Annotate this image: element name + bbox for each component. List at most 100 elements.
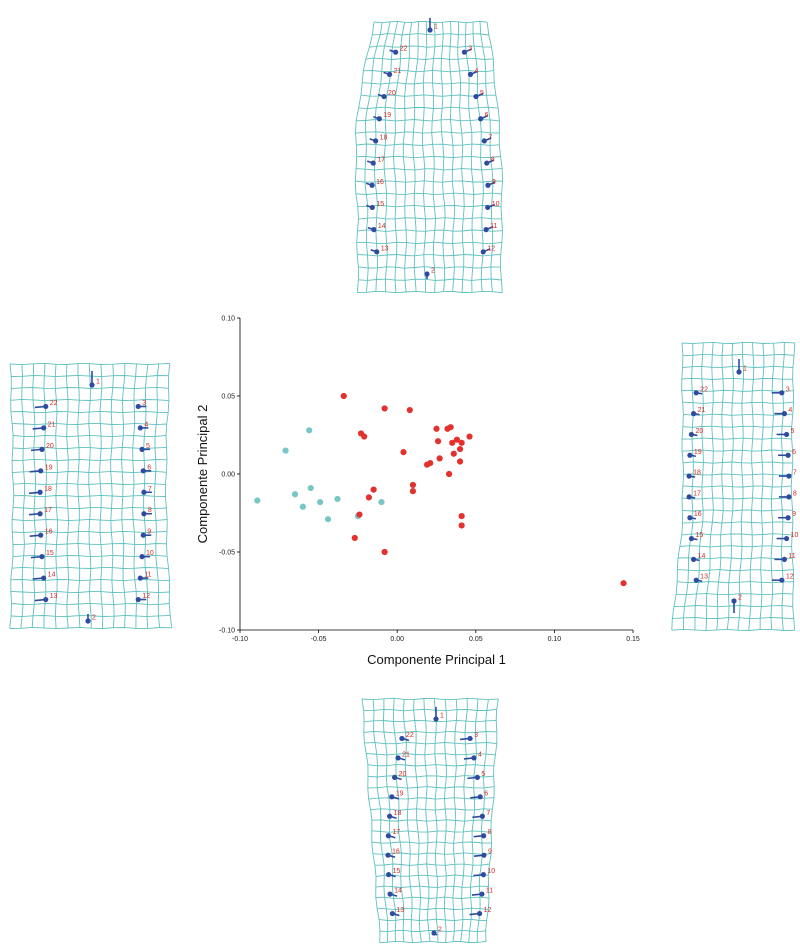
landmark-point [783,431,790,438]
grid-row-line [355,180,503,183]
landmark-point [385,872,392,878]
landmark-label: 12 [487,245,495,252]
landmark-label: 21 [402,751,410,758]
grid-col-line [88,363,92,629]
landmark-label: 7 [488,134,492,141]
grid-col-line [372,699,389,943]
landmark-point [369,182,375,188]
landmark-point [387,813,393,819]
grid-row-line [681,437,792,440]
landmark-point [688,535,695,542]
landmark-label: 4 [144,421,148,428]
landmark-label: 4 [478,751,482,758]
grid-col-line [465,22,475,293]
grid-row-line [363,708,497,712]
landmark-point [427,27,433,33]
landmark-label: 17 [392,829,400,836]
landmark-point [38,532,44,538]
landmark-label: 13 [396,907,404,914]
landmark-label: 22 [406,732,414,739]
grid-col-line [716,343,724,630]
grid-col-line [31,363,37,628]
grid-col-line [671,342,685,631]
data-point-series-2 [381,405,388,412]
landmark-label: 7 [486,810,490,817]
data-point-series-2 [620,580,627,587]
grid-row-line [683,413,793,416]
landmark-label: 10 [487,868,495,875]
landmark-point [140,468,146,474]
grid-col-line [373,21,391,292]
grid-row-line [367,786,495,789]
grid-col-line [485,698,499,942]
y-tick-label: 0.10 [221,316,235,323]
landmark-point [387,891,393,897]
grid-row-line [356,241,502,245]
grid-col-line [457,21,465,293]
landmark-point [38,468,44,474]
landmark-point [389,794,395,800]
grid-row-line [364,719,497,723]
grid-row-line [358,266,501,269]
grid-col-line [759,343,765,630]
x-tick-label: 0.10 [548,636,562,643]
data-point-series-2 [449,439,456,446]
grid-row-line [377,907,489,911]
landmark-label: 4 [474,68,478,75]
landmark-point [433,716,439,722]
landmark-point [693,577,699,583]
landmark-label: 16 [376,179,384,186]
landmark-point [467,71,474,77]
landmark-point [483,227,489,233]
grid-col-line [737,342,745,631]
landmark-point [785,452,791,458]
landmark-label: 2 [438,927,442,934]
landmark-point [779,390,785,396]
landmark-label: 5 [146,443,150,450]
landmark-point [139,446,145,452]
grid-row-line [679,545,792,548]
data-point-series-1 [282,447,289,454]
landmark-point [731,598,737,604]
grid-row-line [372,852,492,855]
landmark-point [478,116,484,122]
landmark-label: 18 [394,810,402,817]
landmark-label: 5 [791,428,795,435]
data-point-series-2 [351,534,358,542]
landmark-label: 10 [492,201,500,208]
landmark-label: 9 [147,529,151,536]
landmark-point [37,489,43,495]
data-point-series-2 [370,486,377,493]
data-point-series-1 [324,516,332,523]
grid-row-line [379,918,487,922]
landmark-label: 6 [792,449,796,456]
landmark-label: 6 [485,112,489,119]
landmark-label: 19 [694,449,702,456]
landmark-label: 20 [695,428,703,435]
x-tick-label: -0.05 [311,636,327,643]
grid-row-line [355,131,500,134]
data-point-series-2 [453,436,461,443]
landmark-label: 17 [693,490,701,497]
landmark-label: 9 [488,849,492,856]
grid-col-line [468,698,479,943]
grid-row-line [677,557,793,560]
grid-row-line [356,168,503,171]
grid-col-line [412,21,420,292]
grid-row-line [682,521,793,524]
landmark-label: 4 [788,407,792,414]
landmark-label: 22 [700,386,708,393]
landmark-label: 22 [400,46,408,53]
landmark-point [395,755,401,761]
landmark-label: 20 [399,771,407,778]
landmark-label: 17 [377,157,385,164]
landmark-label: 15 [695,532,703,539]
landmark-label: 13 [381,245,389,252]
landmark-label: 5 [480,90,484,97]
grid-row-line [363,69,494,73]
x-ticks: -0.10 -0.05 0.00 0.05 0.10 0.15 [232,630,640,643]
data-point-series-2 [433,425,440,432]
landmark-point [477,794,483,800]
grid-row-line [682,425,792,428]
